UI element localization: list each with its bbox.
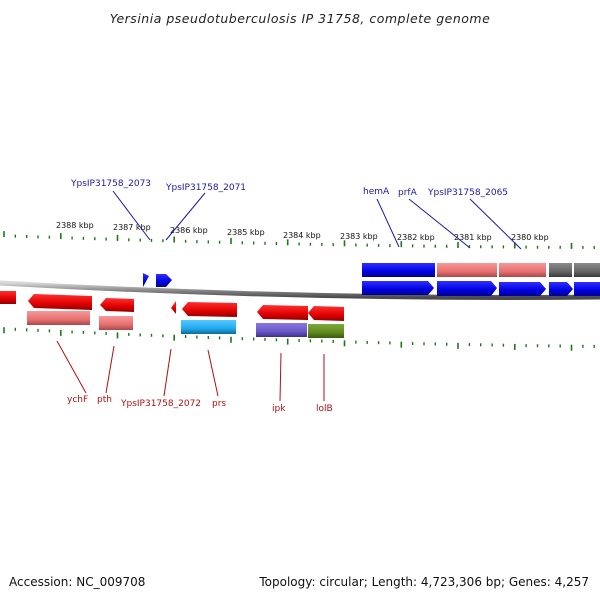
gene-label-2065[interactable]: YpsIP31758_2065 bbox=[427, 188, 508, 198]
gene-gray-block[interactable] bbox=[549, 263, 572, 277]
bottom-leader-lines bbox=[56, 340, 325, 402]
gene-pth-arrow[interactable] bbox=[100, 298, 134, 312]
gene-prs-arrow[interactable] bbox=[182, 302, 237, 317]
gene-label-2071[interactable]: YpsIP31758_2071 bbox=[165, 183, 246, 193]
gene-label-lolB[interactable]: lolB bbox=[316, 404, 333, 414]
gene-edge-block[interactable] bbox=[0, 291, 16, 304]
gene-label-hemA[interactable]: hemA bbox=[363, 187, 390, 197]
inner-tick-ring bbox=[3, 327, 595, 351]
tick-label: 2387 kbp bbox=[113, 223, 151, 232]
bottom-labels: ychF pth YpsIP31758_2072 prs ipk lolB bbox=[67, 395, 333, 414]
reverse-strand-features[interactable] bbox=[0, 291, 344, 338]
gene-hemA-arrow[interactable] bbox=[362, 281, 434, 295]
gene-label-2072[interactable]: YpsIP31758_2072 bbox=[120, 399, 201, 409]
tick-label: 2382 kbp bbox=[397, 233, 435, 242]
gene-prfA-block[interactable] bbox=[437, 263, 497, 277]
gene-arrow[interactable] bbox=[574, 282, 600, 296]
gene-prfA-arrow[interactable] bbox=[437, 281, 497, 296]
forward-strand-features[interactable] bbox=[143, 263, 600, 296]
gene-lolB-arrow[interactable] bbox=[308, 306, 344, 321]
tick-label: 2385 kbp bbox=[227, 228, 265, 237]
gene-2065-arrow[interactable] bbox=[499, 282, 546, 296]
gene-ipk-block[interactable] bbox=[256, 323, 307, 337]
gene-2072-arrow[interactable] bbox=[171, 301, 176, 314]
top-labels: YpsIP31758_2073 YpsIP31758_2071 hemA prf… bbox=[70, 179, 508, 198]
gene-2065-block[interactable] bbox=[499, 263, 546, 277]
tick-label: 2388 kbp bbox=[56, 221, 94, 230]
tick-label: 2381 kbp bbox=[454, 233, 492, 242]
gene-hemA-block[interactable] bbox=[362, 263, 435, 277]
tick-label: 2386 kbp bbox=[170, 226, 208, 235]
top-leader-lines bbox=[112, 190, 522, 250]
gene-pth-block[interactable] bbox=[99, 316, 133, 330]
gene-label-pth[interactable]: pth bbox=[97, 395, 112, 405]
gene-ipk-arrow[interactable] bbox=[257, 305, 308, 320]
gene-label-ipk[interactable]: ipk bbox=[272, 404, 286, 414]
gene-label-prs[interactable]: prs bbox=[212, 399, 226, 409]
gene-gray-block[interactable] bbox=[574, 263, 600, 277]
gene-label-ychF[interactable]: ychF bbox=[67, 395, 88, 405]
accession-text: Accession: NC_009708 bbox=[9, 575, 145, 589]
gene-small-arrow[interactable] bbox=[143, 273, 149, 287]
gene-lolB-block[interactable] bbox=[308, 324, 344, 338]
tick-label: 2380 kbp bbox=[511, 233, 549, 242]
tick-labels: 2388 kbp 2387 kbp 2386 kbp 2385 kbp 2384… bbox=[56, 221, 549, 242]
map-title: Yersinia pseudotuberculosis IP 31758, co… bbox=[110, 11, 491, 26]
gene-label-prfA[interactable]: prfA bbox=[398, 188, 418, 198]
gene-prs-block[interactable] bbox=[181, 320, 236, 334]
genome-info-text: Topology: circular; Length: 4,723,306 bp… bbox=[258, 575, 589, 589]
gene-ychF-block[interactable] bbox=[27, 311, 90, 325]
tick-label: 2384 kbp bbox=[283, 231, 321, 240]
gene-arrow[interactable] bbox=[549, 282, 573, 296]
genome-backbone bbox=[0, 280, 600, 300]
outer-tick-ring bbox=[3, 231, 595, 249]
gene-small-arrow[interactable] bbox=[156, 274, 172, 287]
tick-label: 2383 kbp bbox=[340, 232, 378, 241]
gene-ychF-arrow[interactable] bbox=[28, 294, 92, 310]
gene-label-2073[interactable]: YpsIP31758_2073 bbox=[70, 179, 151, 189]
